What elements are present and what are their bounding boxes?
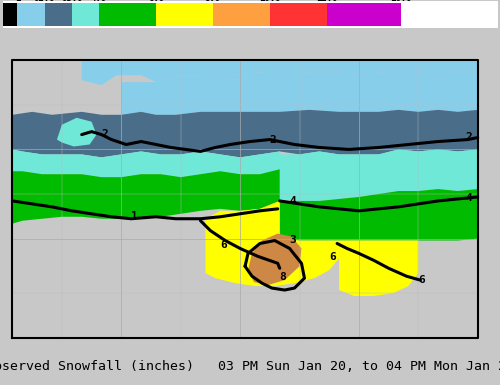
Text: 1: 1 <box>131 211 138 221</box>
Bar <box>99 3 156 26</box>
Polygon shape <box>12 110 477 157</box>
Text: 4: 4 <box>290 196 296 206</box>
Text: 8.0: 8.0 <box>205 0 221 3</box>
Polygon shape <box>206 201 339 286</box>
Text: 10.0: 10.0 <box>259 0 280 3</box>
Text: 6: 6 <box>418 275 425 285</box>
Text: 1: 1 <box>14 0 20 3</box>
Bar <box>326 3 401 26</box>
Polygon shape <box>339 241 418 296</box>
Bar <box>72 3 99 26</box>
Polygon shape <box>12 169 280 239</box>
Text: 16.0: 16.0 <box>390 0 411 3</box>
Text: 4: 4 <box>466 193 472 203</box>
Text: 6: 6 <box>329 252 336 262</box>
Text: 12.0: 12.0 <box>316 0 338 3</box>
Text: 3: 3 <box>290 236 296 246</box>
Bar <box>270 3 326 26</box>
Text: 2: 2 <box>270 134 276 144</box>
Polygon shape <box>280 189 477 241</box>
Text: 2: 2 <box>466 132 472 142</box>
Bar <box>156 3 213 26</box>
Text: 6: 6 <box>220 241 227 251</box>
Text: 6.0: 6.0 <box>148 0 164 3</box>
Polygon shape <box>82 60 477 85</box>
Bar <box>44 3 72 26</box>
Polygon shape <box>280 149 477 201</box>
Polygon shape <box>122 72 478 115</box>
Text: 02.0: 02.0 <box>34 0 56 3</box>
Text: Observed Snowfall (inches)   03 PM Sun Jan 20, to 04 PM Mon Jan 21: Observed Snowfall (inches) 03 PM Sun Jan… <box>0 360 500 373</box>
Bar <box>213 3 270 26</box>
Text: 03.0: 03.0 <box>61 0 82 3</box>
Bar <box>18 3 44 26</box>
Polygon shape <box>57 118 96 146</box>
Bar <box>4 3 18 26</box>
Text: 8: 8 <box>280 272 286 282</box>
Text: 4.0: 4.0 <box>91 0 107 3</box>
Text: 2: 2 <box>102 129 108 139</box>
Polygon shape <box>248 234 302 285</box>
Polygon shape <box>12 149 280 177</box>
